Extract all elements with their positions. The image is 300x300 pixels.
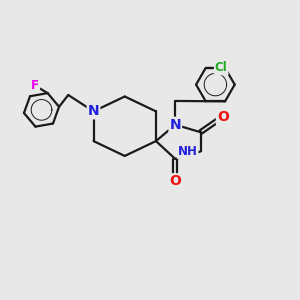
Text: O: O [217, 110, 229, 124]
Text: N: N [169, 118, 181, 132]
Text: O: O [169, 174, 181, 188]
Text: N: N [88, 104, 99, 118]
Text: Cl: Cl [215, 61, 228, 74]
Text: NH: NH [178, 145, 198, 158]
Text: F: F [31, 79, 39, 92]
